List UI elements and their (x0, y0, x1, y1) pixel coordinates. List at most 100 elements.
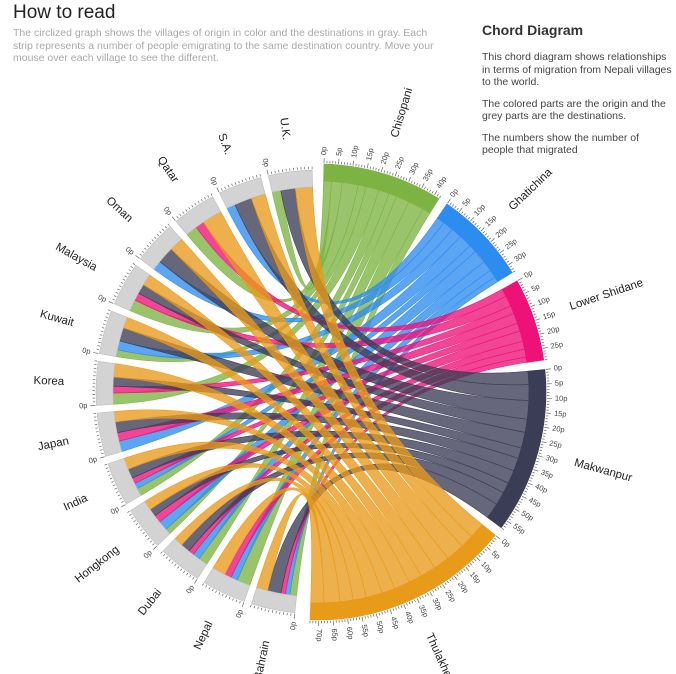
tick-mark (514, 508, 520, 512)
tick-mark (373, 614, 375, 617)
tick-mark (378, 612, 381, 616)
tick-label: 25p (549, 438, 563, 449)
tick-mark (185, 209, 188, 212)
tick-mark (162, 228, 165, 231)
tick-mark (454, 575, 458, 581)
tick-label: 5p (460, 196, 472, 208)
tick-label: 10p (536, 294, 551, 307)
arc-layer (95, 163, 547, 621)
tick-mark (137, 526, 141, 529)
tick-mark (99, 445, 102, 448)
tick-mark (369, 166, 371, 170)
tick-mark (540, 446, 543, 449)
tick-mark (227, 185, 230, 188)
tick-label: 40p (403, 610, 416, 625)
arc-malaysia (113, 264, 151, 312)
tick-mark (488, 237, 491, 240)
tick-label: 10p (472, 202, 487, 217)
tick-mark (389, 609, 393, 615)
tick-mark (424, 594, 427, 597)
tick-label: 70p (315, 629, 324, 642)
tick-mark (444, 582, 447, 585)
tick-mark (499, 249, 505, 254)
tick-mark (126, 272, 129, 275)
tick-label: 10p (349, 145, 360, 159)
tick-label: 20p (494, 224, 509, 239)
tick-label: 0p (319, 147, 328, 156)
tick-mark (183, 570, 186, 574)
tick-mark (397, 174, 400, 178)
tick-mark (478, 554, 481, 558)
tick-mark (245, 178, 247, 181)
tick-label: 10p (479, 560, 494, 575)
tick-mark (293, 613, 296, 619)
tick-mark (416, 182, 418, 186)
tick-mark (442, 584, 446, 589)
tick-mark (93, 352, 99, 354)
tick-mark (539, 449, 543, 452)
tick-mark (536, 460, 539, 463)
tick-mark (539, 332, 545, 335)
tick-mark (501, 527, 505, 531)
tick-mark (451, 577, 454, 580)
tick-mark (104, 320, 107, 322)
tick-mark (97, 345, 100, 347)
tick-mark (482, 550, 485, 554)
tick-mark (100, 449, 103, 451)
tick-mark (131, 517, 134, 520)
tick-mark (480, 227, 485, 232)
tick-mark (241, 179, 244, 183)
tick-mark (98, 442, 101, 444)
tick-mark (434, 588, 437, 592)
page-title: How to read (13, 2, 116, 23)
info-panel-title: Chord Diagram (482, 22, 584, 38)
tick-mark (520, 498, 523, 501)
tick-mark (378, 168, 380, 172)
arc-ghatichina (436, 203, 513, 282)
tick-mark (135, 255, 140, 259)
tick-label: 0p (124, 245, 136, 257)
tick-mark (389, 172, 391, 175)
tick-mark (160, 551, 163, 554)
tick-label: 0p (208, 175, 220, 186)
tick-mark (517, 277, 523, 281)
tick-mark (105, 316, 108, 318)
tick-label: 5p (530, 282, 541, 294)
tick-mark (519, 281, 522, 284)
tick-mark (189, 575, 192, 578)
tick-mark (508, 518, 512, 521)
tick-mark (461, 211, 464, 214)
tick-mark (403, 604, 406, 610)
tick-mark (511, 513, 515, 516)
ribbon-layer (112, 180, 530, 604)
tick-mark (159, 231, 162, 234)
tick-label: 25p (503, 237, 518, 252)
tick-mark (519, 501, 522, 503)
tick-mark (120, 282, 124, 284)
tick-mark (497, 248, 501, 251)
info-paragraph: This chord diagram shows relationships i… (482, 51, 672, 88)
tick-mark (533, 469, 539, 472)
tick-mark (490, 238, 495, 242)
tick-mark (383, 170, 386, 173)
tick-mark (228, 596, 231, 600)
tick-mark (392, 608, 395, 611)
tick-mark (259, 174, 261, 177)
tick-mark (537, 455, 543, 458)
tick-mark (108, 474, 111, 476)
tick-mark (168, 559, 171, 562)
arc-bahrain (251, 587, 297, 614)
tick-mark (501, 253, 504, 256)
tick-mark (179, 213, 182, 217)
tick-mark (496, 246, 499, 249)
tick-label: 30p (407, 161, 420, 176)
tick-mark (476, 224, 479, 228)
tick-mark (421, 183, 425, 189)
tick-mark (521, 495, 527, 499)
tick-mark (164, 226, 167, 229)
tick-mark (146, 244, 149, 248)
tick-mark (465, 566, 470, 572)
tick-mark (129, 514, 132, 516)
tick-label: 50p (374, 620, 386, 634)
tick-label: 0p (553, 363, 562, 373)
